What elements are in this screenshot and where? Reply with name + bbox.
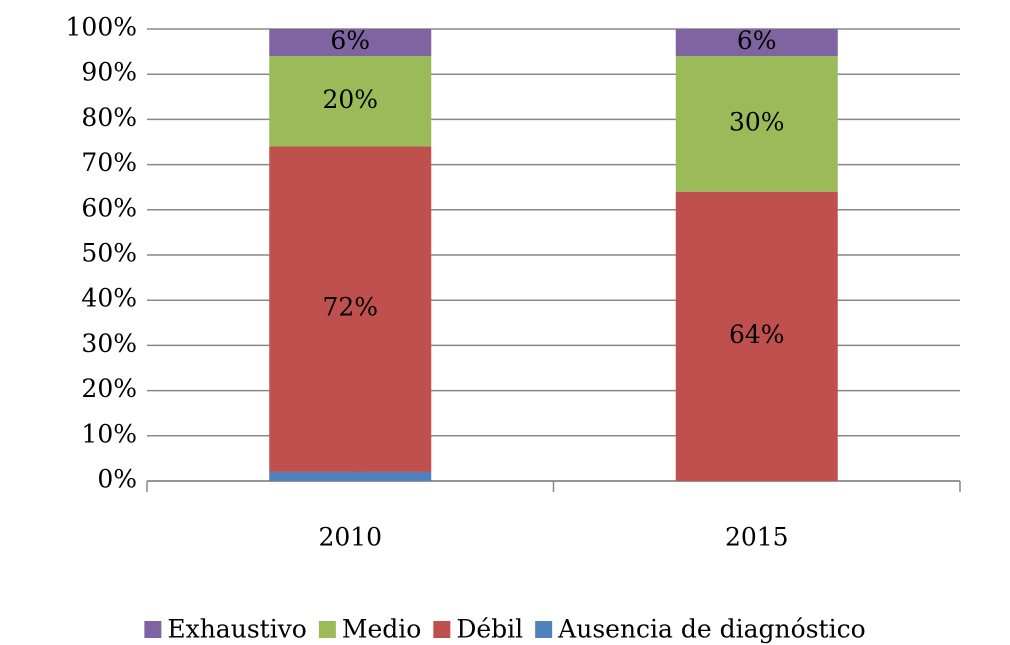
legend-label: Ausencia de diagnóstico: [557, 615, 865, 644]
y-tick-label: 60%: [81, 193, 137, 222]
bar-segment: [269, 146, 432, 472]
legend-swatch: [433, 621, 451, 638]
legend-label: Medio: [342, 615, 421, 644]
y-tick-label: 90%: [81, 58, 137, 87]
legend-swatch: [318, 621, 336, 638]
bar-segment: [269, 29, 432, 57]
bar-segment: [269, 471, 432, 481]
data-label: 6%: [330, 26, 370, 55]
x-tick-label: 2010: [318, 523, 382, 552]
data-label: 30%: [729, 107, 785, 136]
y-tick-label: 10%: [81, 419, 137, 448]
legend-label: Débil: [456, 615, 523, 644]
x-tick-label: 2015: [725, 523, 789, 552]
bar-segment: [675, 191, 838, 481]
bar-segment: [675, 56, 838, 192]
y-tick-label: 100%: [66, 13, 137, 42]
bar-segment: [269, 56, 432, 147]
y-tick-label: 0%: [97, 465, 137, 494]
data-label: 6%: [737, 26, 777, 55]
data-label: 72%: [322, 293, 378, 322]
legend-swatch: [535, 621, 553, 638]
legend-label: Exhaustivo: [167, 615, 307, 644]
y-tick-label: 80%: [81, 103, 137, 132]
data-label: 20%: [322, 85, 378, 114]
y-tick-label: 40%: [81, 284, 137, 313]
legend-swatch: [144, 621, 162, 638]
bar-segment: [675, 29, 838, 57]
y-tick-label: 20%: [81, 374, 137, 403]
y-tick-label: 30%: [81, 329, 137, 358]
y-tick-label: 50%: [81, 239, 137, 268]
data-label: 64%: [729, 320, 785, 349]
y-tick-label: 70%: [81, 148, 137, 177]
